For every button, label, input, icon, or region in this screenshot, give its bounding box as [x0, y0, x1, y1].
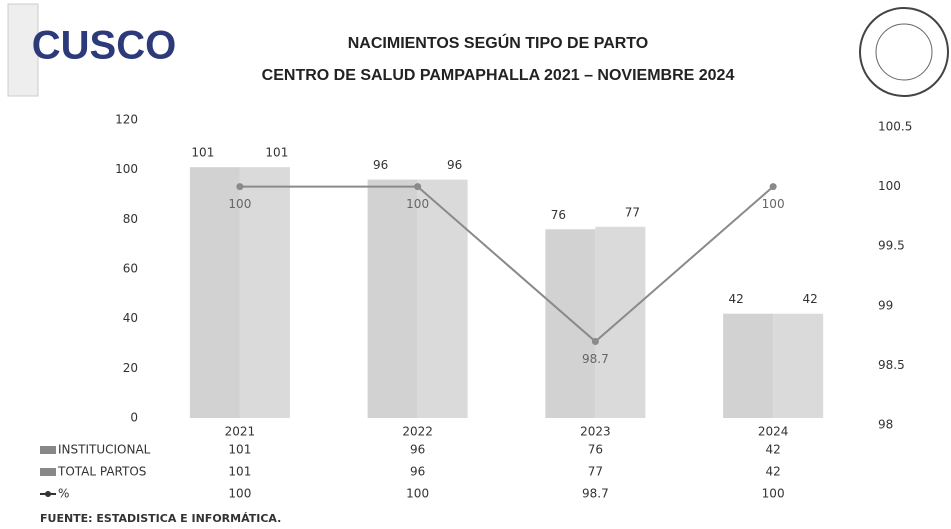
bar	[417, 179, 468, 418]
line	[239, 185, 774, 343]
bar	[189, 167, 240, 418]
line-value-label: 100	[762, 197, 785, 211]
x-tick-label: 2021	[225, 425, 256, 439]
table-cell: 98.7	[582, 487, 609, 501]
table-cell: 96	[410, 465, 425, 479]
bar-value-label: 42	[802, 292, 817, 306]
table-cell: 42	[765, 465, 780, 479]
y2-tick-label: 100	[878, 179, 901, 193]
table-cell: 96	[410, 443, 425, 457]
line-marker	[591, 338, 599, 346]
y-tick-label: 120	[115, 113, 138, 127]
stamp-inner	[875, 23, 933, 81]
bar-value-label: 101	[191, 146, 214, 160]
chart-subtitle: CENTRO DE SALUD PAMPAPHALLA 2021 – NOVIE…	[262, 67, 735, 84]
logo-text: CUSCO	[32, 24, 176, 68]
bar-value-label: 96	[447, 158, 462, 172]
y2-tick-label: 98	[878, 418, 893, 432]
y2-tick-label: 98.5	[878, 358, 905, 372]
table-cell: 100	[406, 487, 429, 501]
x-tick-label: 2022	[402, 425, 433, 439]
legend-label: TOTAL PARTOS	[57, 465, 146, 479]
line-marker	[236, 183, 244, 191]
legend-swatch-marker	[45, 491, 51, 497]
table-cell: 77	[588, 465, 603, 479]
bar	[723, 313, 774, 418]
x-tick-label: 2023	[580, 425, 611, 439]
bar-value-label: 76	[551, 208, 566, 222]
bar-value-label: 96	[373, 158, 388, 172]
bar-value-label: 101	[265, 146, 288, 160]
bar	[239, 167, 290, 418]
stamp	[859, 7, 949, 97]
y-tick-label: 20	[123, 361, 138, 375]
y-tick-label: 40	[123, 311, 138, 325]
legend-swatch	[40, 468, 56, 476]
legend-label: INSTITUCIONAL	[58, 443, 151, 457]
bar	[545, 229, 596, 418]
chart-title: NACIMIENTOS SEGÚN TIPO DE PARTO	[348, 33, 648, 52]
y2-tick-label: 100.5	[878, 120, 912, 134]
table-cell: 42	[765, 443, 780, 457]
line-marker	[414, 183, 422, 191]
bar	[367, 179, 418, 418]
line-value-label: 100	[228, 197, 251, 211]
bar-value-label: 77	[625, 205, 640, 219]
y-tick-label: 80	[123, 212, 138, 226]
line-value-label: 98.7	[582, 352, 609, 366]
line-value-label: 100	[406, 197, 429, 211]
y-tick-label: 0	[130, 411, 138, 425]
logo-emblem	[7, 3, 39, 97]
x-tick-label: 2024	[758, 425, 789, 439]
table-cell: 101	[228, 465, 251, 479]
table-cell: 101	[228, 443, 251, 457]
y-tick-label: 100	[115, 162, 138, 176]
table-cell: 100	[762, 487, 785, 501]
bar	[773, 313, 824, 418]
table-cell: 100	[228, 487, 251, 501]
table-cell: 76	[588, 443, 603, 457]
source: FUENTE: ESTADISTICA E INFORMÁTICA.	[40, 512, 281, 525]
y2-tick-label: 99	[878, 298, 893, 312]
legend-label: %	[58, 487, 69, 501]
bar-value-label: 42	[728, 292, 743, 306]
y2-tick-label: 99.5	[878, 239, 905, 253]
bar	[595, 226, 646, 418]
line-marker	[769, 183, 777, 191]
legend-swatch	[40, 446, 56, 454]
y-tick-label: 60	[123, 262, 138, 276]
